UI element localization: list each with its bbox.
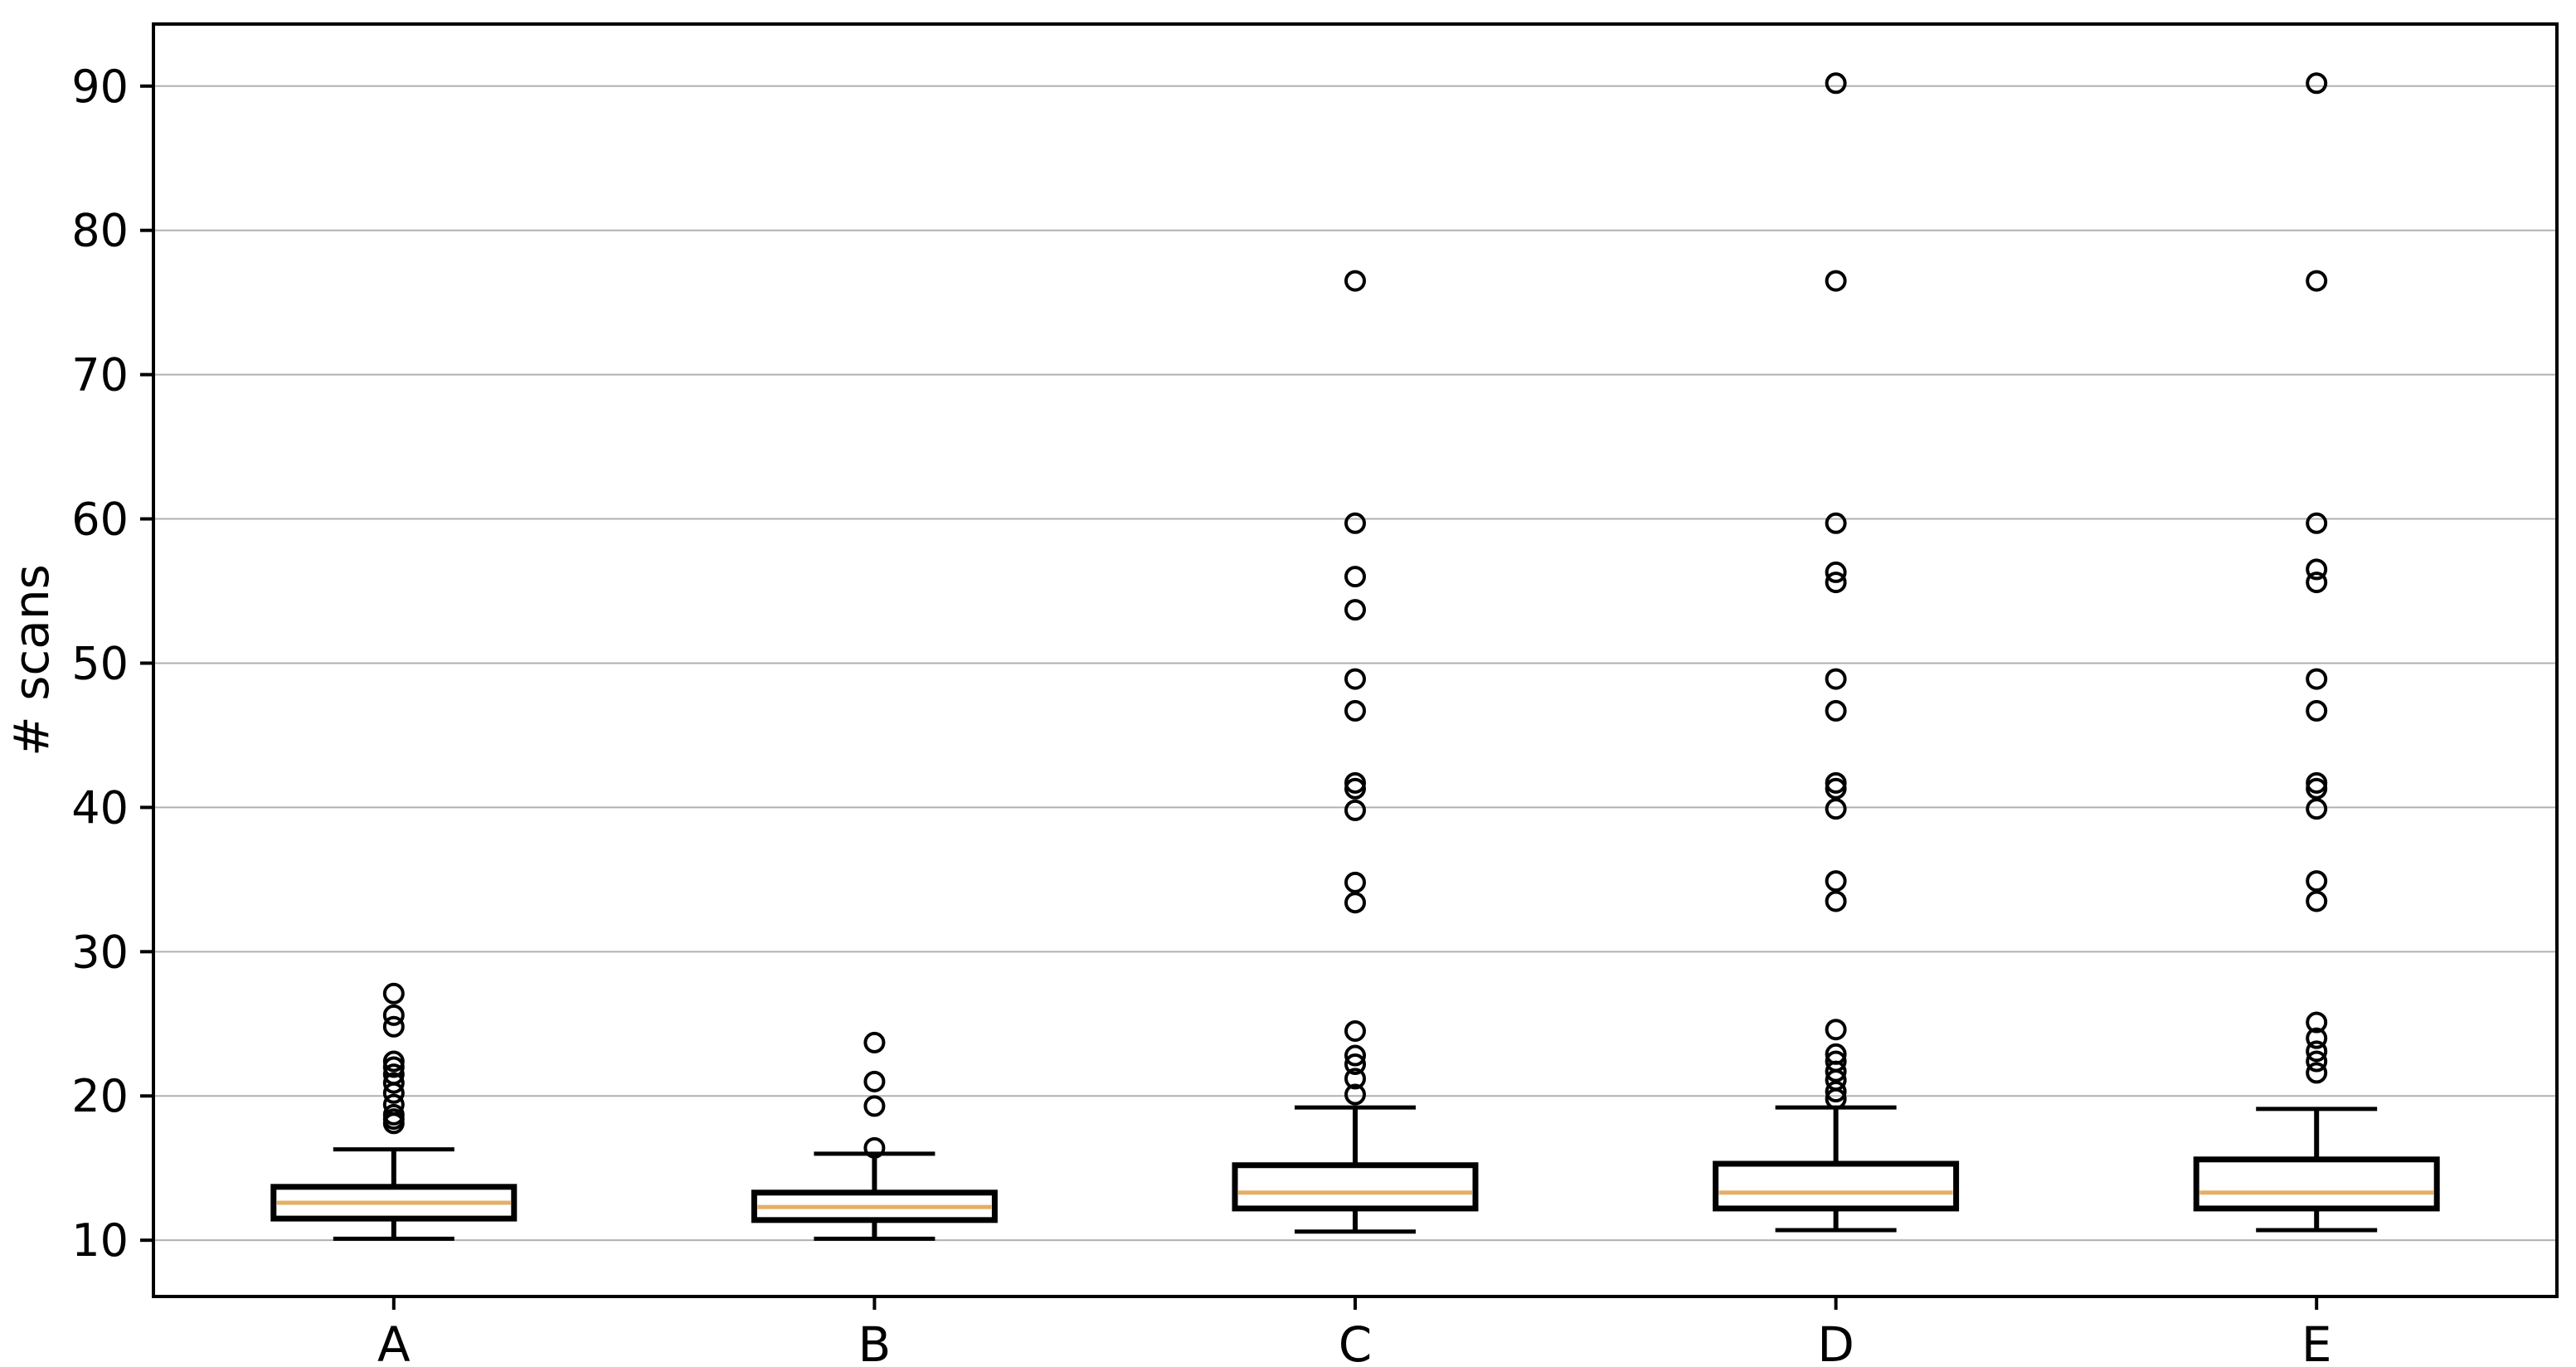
outlier-A [382,1093,405,1116]
y-tick-label-80: 80 [71,205,129,257]
outlier-C [1344,270,1366,292]
outlier-C [1344,599,1366,621]
outlier-A [382,1015,405,1038]
outlier-E [2306,72,2328,95]
outlier-D [1825,572,1847,594]
outlier-E [2306,668,2328,690]
outlier-D [1825,668,1847,690]
box-group-C [1232,270,1479,1234]
outlier-E [2306,870,2328,893]
outlier-E [2306,1050,2328,1073]
outlier-D [1825,699,1847,722]
outlier-D [1825,512,1847,534]
outlier-C [1344,1068,1366,1090]
outlier-C [1344,699,1366,722]
outlier-C [1344,777,1366,800]
box-group-A [270,982,518,1241]
outlier-A [382,1050,405,1073]
outlier-D [1825,1043,1847,1065]
outlier-B [863,1095,886,1117]
x-tick-label-D: D [1817,1316,1854,1367]
outlier-E [2306,1027,2328,1049]
outlier-B [863,1136,886,1159]
outlier-D [1825,1081,1847,1103]
outlier-A [382,1004,405,1026]
outlier-C [1344,512,1366,534]
outlier-D [1825,1019,1847,1041]
outlier-E [2306,771,2328,794]
iqr-box-D [1713,1160,1960,1212]
iqr-box-C [1232,1162,1479,1212]
box-group-E [2193,72,2440,1233]
outlier-D [1825,890,1847,912]
outlier-D [1825,777,1847,800]
outlier-E [2306,890,2328,912]
outlier-C [1344,1044,1366,1067]
x-tick-label-E: E [2301,1316,2332,1367]
outlier-D [1825,270,1847,292]
outlier-C [1344,1019,1366,1042]
outlier-B [863,1031,886,1053]
outlier-E [2306,777,2328,800]
outlier-E [2306,699,2328,722]
iqr-box-E [2193,1156,2440,1212]
outlier-D [1825,1050,1847,1073]
outlier-D [1825,561,1847,583]
outlier-E [2306,798,2328,820]
outlier-D [1825,870,1847,893]
outlier-C [1344,1053,1366,1075]
outlier-E [2306,572,2328,594]
box-group-B [751,1031,998,1241]
outlier-A [382,1056,405,1078]
outlier-A [382,1072,405,1094]
x-tick-label-B: B [858,1316,892,1367]
plot-border [152,22,2559,1298]
outlier-B [863,1070,886,1092]
y-axis-label: # scans [3,564,60,756]
outlier-C [1344,566,1366,588]
y-tick-label-10: 10 [71,1214,129,1267]
outlier-D [1825,798,1847,820]
outlier-E [2306,1011,2328,1034]
x-tick-label-C: C [1339,1316,1373,1367]
outlier-C [1344,668,1366,690]
outlier-E [2306,1062,2328,1084]
outlier-C [1344,1083,1366,1106]
y-tick-label-40: 40 [71,781,129,834]
outlier-C [1344,771,1366,794]
outlier-E [2306,512,2328,534]
y-tick-label-60: 60 [71,494,129,546]
x-tick-label-A: A [377,1316,411,1367]
outlier-E [2306,270,2328,292]
box-group-D [1713,72,1960,1233]
outlier-A [382,1063,405,1086]
outlier-D [1825,72,1847,95]
y-tick-label-90: 90 [71,61,129,113]
y-tick-label-70: 70 [71,349,129,401]
outlier-C [1344,871,1366,893]
y-tick-label-50: 50 [71,637,129,689]
y-tick-label-20: 20 [71,1070,129,1122]
outlier-C [1344,892,1366,914]
outlier-C [1344,799,1366,821]
outlier-E [2306,1040,2328,1063]
outlier-E [2306,558,2328,581]
y-tick-label-30: 30 [71,926,129,978]
outlier-A [382,1103,405,1126]
outlier-D [1825,771,1847,794]
outlier-A [382,982,405,1005]
